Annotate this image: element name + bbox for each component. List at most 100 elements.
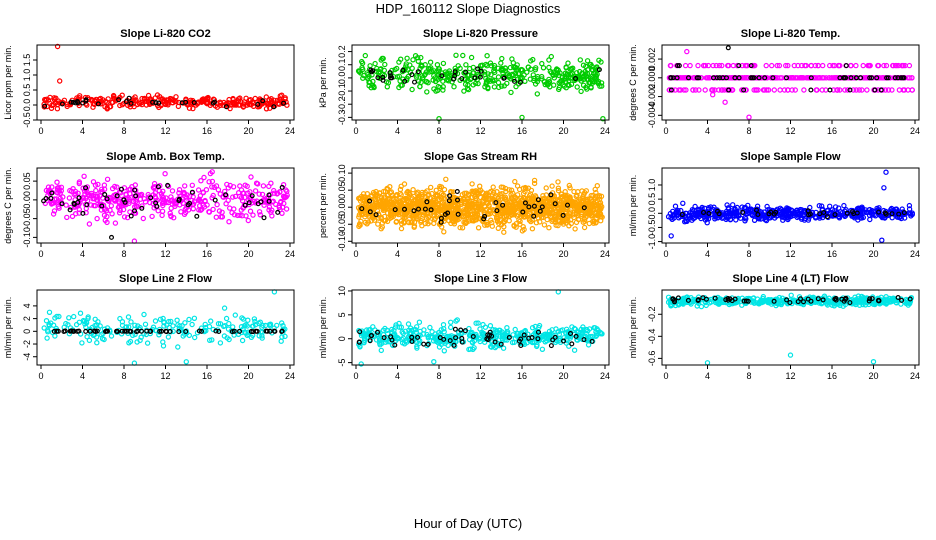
- data-point: [384, 201, 390, 208]
- data-point: [167, 210, 173, 216]
- data-point: [217, 191, 223, 197]
- data-point: [844, 210, 850, 216]
- data-point: [113, 328, 119, 334]
- data-point: [536, 324, 542, 331]
- data-point: [764, 298, 771, 304]
- data-point: [155, 207, 161, 214]
- data-point: [480, 198, 486, 205]
- data-point: [437, 183, 443, 190]
- data-point: [466, 72, 472, 78]
- data-point: [808, 75, 814, 81]
- data-point: [213, 328, 219, 334]
- x-tick-label: 12: [475, 371, 485, 381]
- data-point: [501, 75, 507, 81]
- data-point: [392, 342, 398, 348]
- data-point: [723, 75, 729, 81]
- data-point: [441, 201, 447, 207]
- data-point: [856, 87, 863, 93]
- data-point: [177, 193, 183, 199]
- data-point: [712, 87, 718, 93]
- data-point: [131, 103, 137, 110]
- data-point: [49, 102, 55, 109]
- data-point: [902, 62, 908, 69]
- y-tick-label: 0.002: [647, 48, 657, 71]
- data-point: [422, 61, 428, 68]
- data-point: [723, 213, 729, 220]
- data-point: [41, 198, 47, 204]
- data-point: [788, 292, 794, 298]
- data-point: [563, 330, 569, 336]
- data-point: [189, 189, 195, 195]
- data-point: [108, 333, 115, 339]
- y-axis-label: ml/min per min.: [628, 297, 638, 359]
- data-point: [477, 203, 483, 209]
- data-point: [117, 315, 123, 322]
- panel-title: Slope Line 2 Flow: [119, 273, 212, 285]
- data-point: [492, 207, 498, 214]
- data-point: [520, 223, 526, 230]
- data-point: [591, 325, 597, 331]
- data-point: [80, 100, 86, 106]
- x-tick-label: 20: [243, 371, 253, 381]
- data-point: [596, 67, 602, 73]
- plot-frame: [36, 44, 295, 121]
- data-point: [189, 182, 195, 188]
- data-point: [460, 209, 466, 216]
- data-point: [367, 338, 373, 344]
- data-point: [132, 210, 139, 216]
- data-point: [255, 104, 261, 110]
- data-point: [498, 184, 504, 190]
- x-tick-label: 24: [600, 126, 610, 136]
- data-point: [471, 345, 477, 351]
- data-point: [410, 186, 416, 193]
- data-point: [883, 211, 889, 217]
- data-point: [415, 334, 421, 340]
- data-point: [256, 191, 262, 197]
- data-point: [811, 75, 817, 81]
- data-point: [860, 214, 867, 221]
- data-point: [160, 202, 166, 209]
- data-point: [198, 177, 204, 184]
- data-point: [519, 197, 526, 203]
- data-point: [83, 185, 89, 191]
- x-tick-label: 20: [558, 249, 568, 259]
- data-point: [414, 324, 420, 330]
- data-point: [167, 329, 173, 335]
- data-point: [83, 328, 89, 334]
- data-point: [411, 208, 417, 214]
- data-point: [377, 340, 383, 346]
- data-point: [517, 218, 523, 224]
- data-point: [80, 210, 86, 216]
- data-point: [57, 78, 63, 84]
- data-point: [374, 191, 380, 197]
- data-point: [497, 191, 503, 197]
- data-point: [162, 170, 168, 177]
- data-point: [98, 331, 104, 338]
- data-point: [567, 71, 574, 78]
- data-point: [567, 66, 574, 72]
- data-point: [207, 318, 214, 324]
- data-point: [746, 114, 752, 120]
- y-tick-label: 1.0: [22, 69, 32, 82]
- data-point: [464, 85, 471, 92]
- data-point: [555, 67, 561, 74]
- data-point: [895, 75, 901, 81]
- data-point: [420, 75, 426, 81]
- data-point: [64, 101, 71, 108]
- data-point: [447, 335, 453, 341]
- data-point: [883, 169, 889, 175]
- data-point: [356, 341, 362, 348]
- y-tick-label: 0.0: [22, 99, 32, 112]
- data-point: [267, 328, 273, 334]
- data-point: [455, 211, 461, 217]
- data-point: [404, 195, 410, 202]
- data-point: [785, 62, 791, 69]
- y-tick-label: -0.002: [647, 84, 657, 110]
- y-tick-label: 0.00: [22, 191, 32, 209]
- data-point: [675, 63, 681, 69]
- data-point: [191, 99, 197, 105]
- data-point: [826, 75, 833, 81]
- data-point: [424, 78, 430, 85]
- data-point: [410, 57, 416, 63]
